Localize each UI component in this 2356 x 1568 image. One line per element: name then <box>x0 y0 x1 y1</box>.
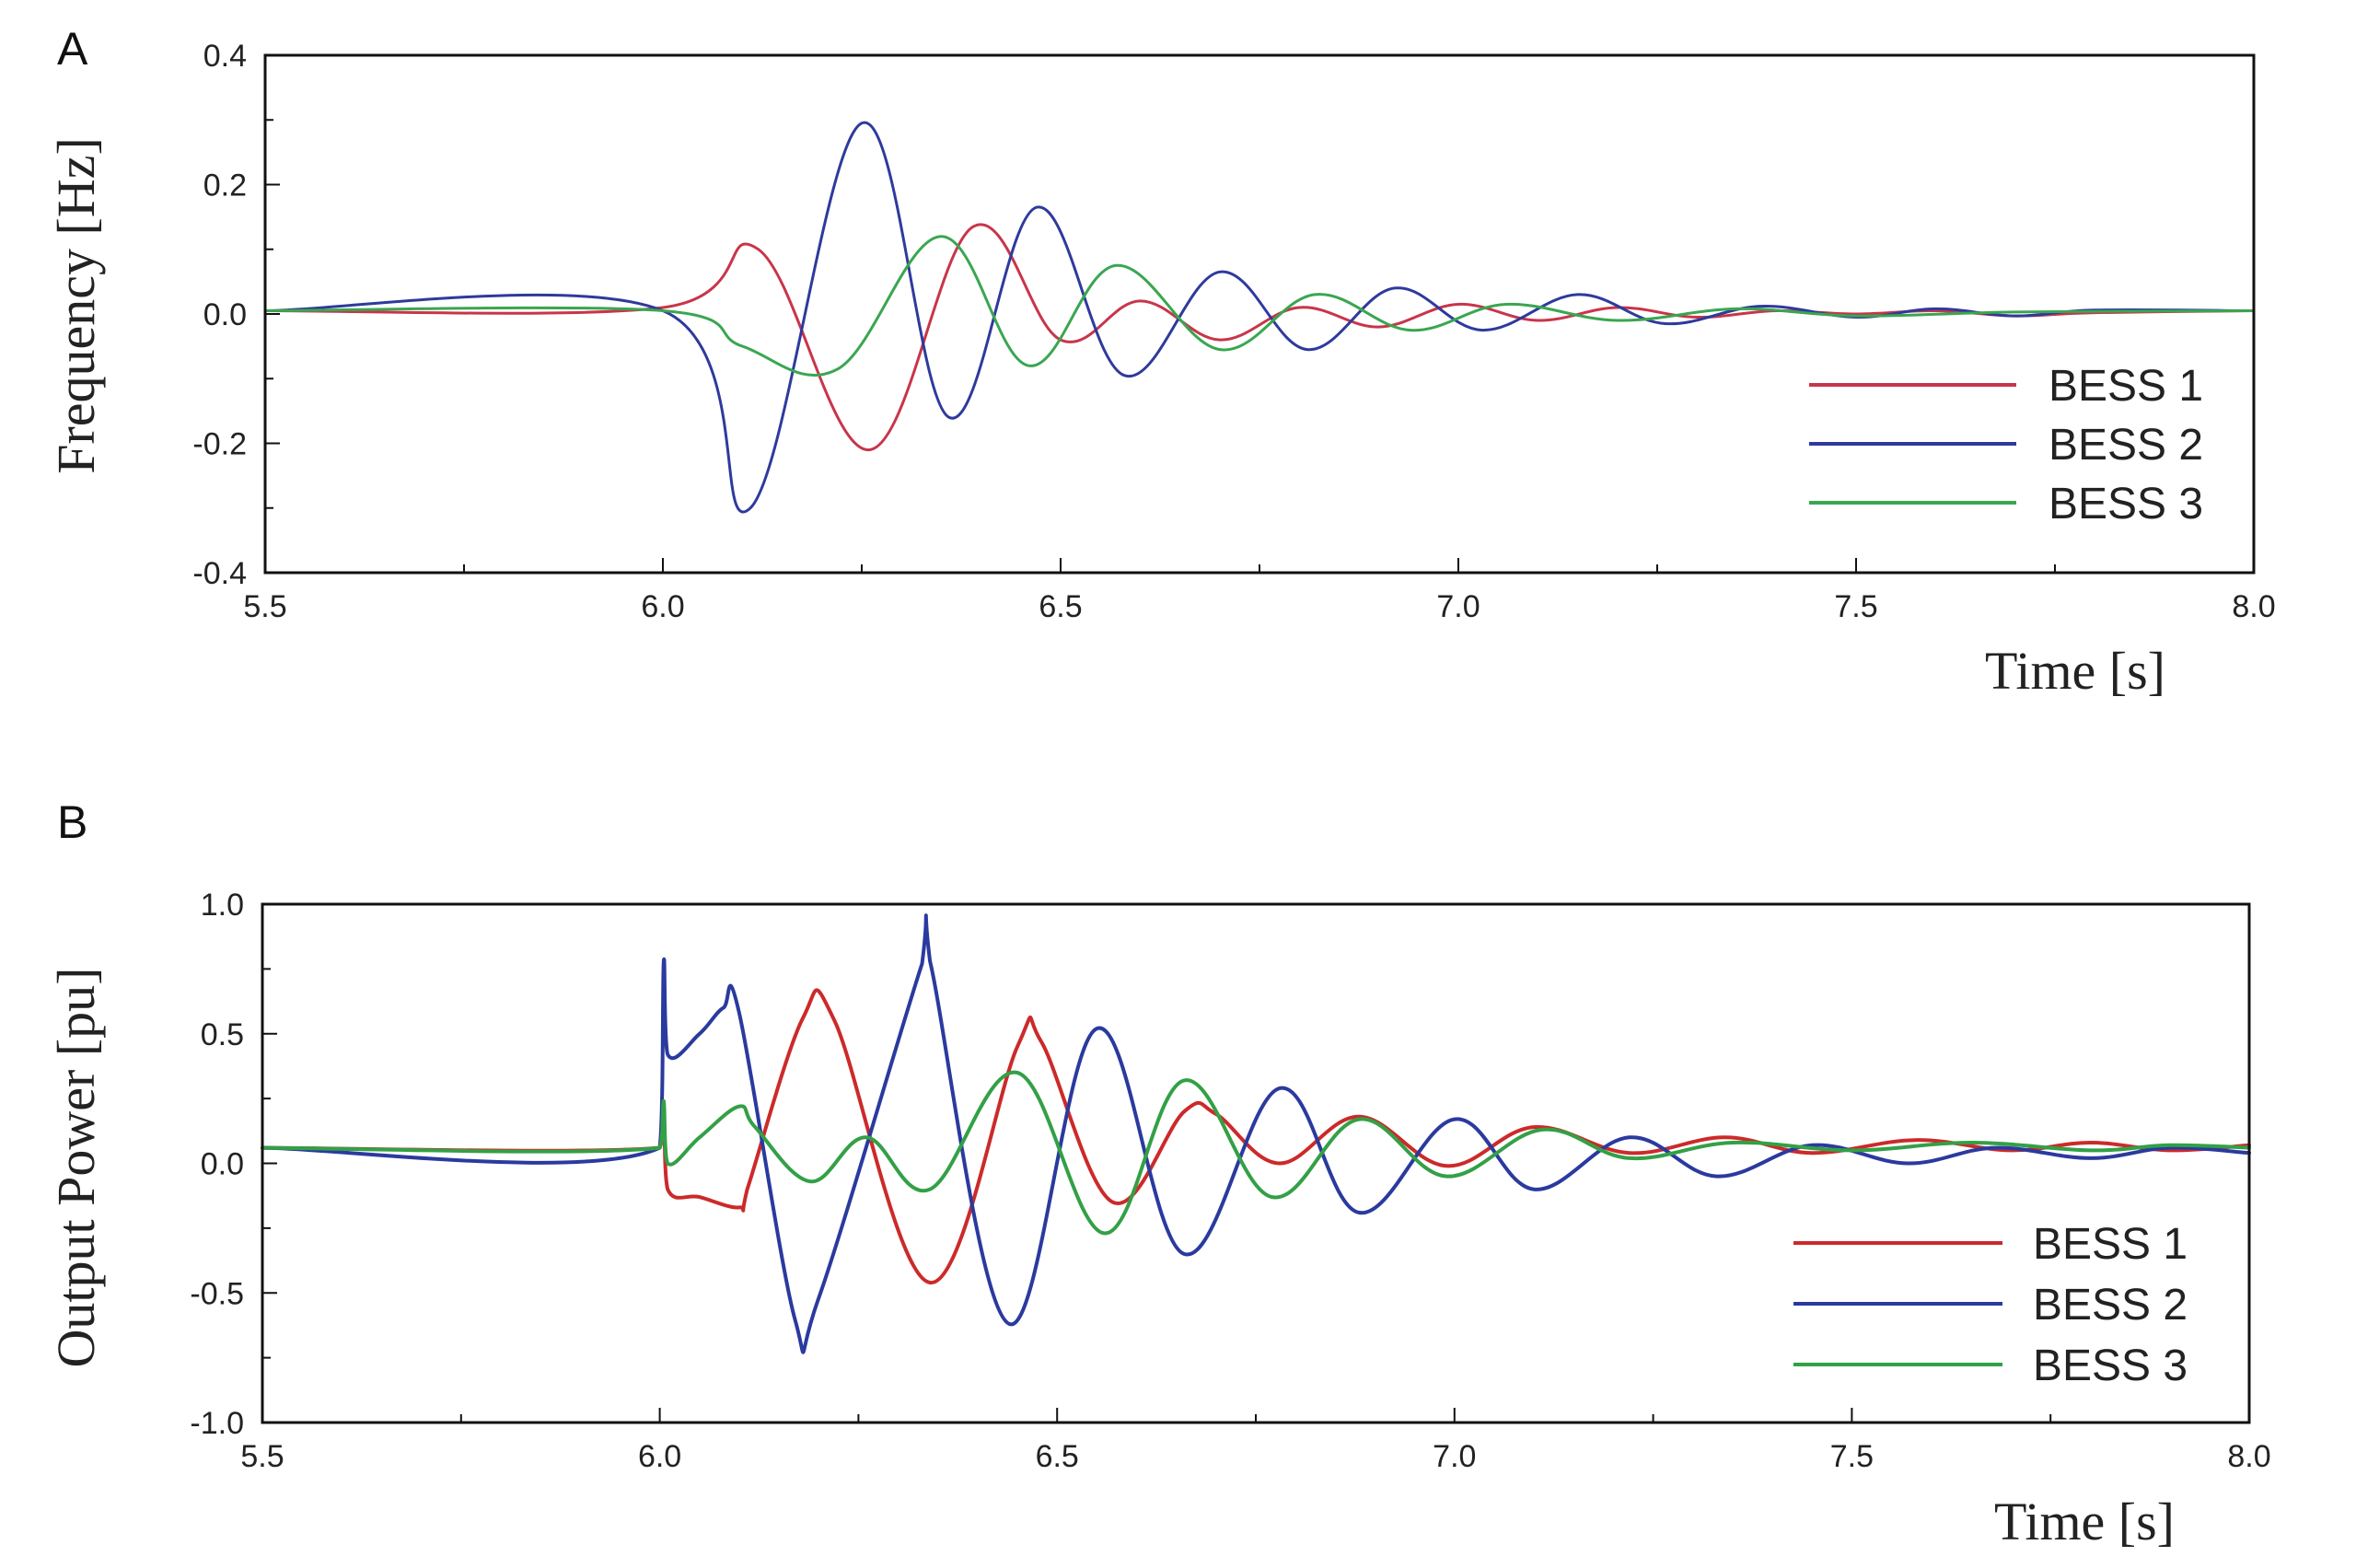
series-line-bess-3 <box>261 1070 2251 1236</box>
x-tick-label: 7.5 <box>1834 589 1877 624</box>
panel-a-letter: A <box>57 23 88 75</box>
panel-a-legend: BESS 1 BESS 2 BESS 3 <box>1809 362 2203 528</box>
panel-a-series <box>263 122 2256 514</box>
y-tick-label: 0.4 <box>203 39 247 74</box>
series-line-bess-3 <box>263 235 2256 377</box>
x-tick-label: 6.5 <box>1036 1439 1079 1474</box>
legend-label: BESS 1 <box>2033 1220 2188 1269</box>
y-tick-label: 0.0 <box>203 297 247 332</box>
panel-a-plot-frame <box>263 53 2256 575</box>
x-tick-label: 6.0 <box>641 589 684 624</box>
panel-b: B -1.0 -0.5 0.0 0.5 1.0 5.5 6.0 6.5 7.0 7.5 8.0 O… <box>46 796 2271 1551</box>
panel-b-x-ticks: 5.5 6.0 6.5 7.0 7.5 8.0 <box>240 1408 2271 1474</box>
panel-b-plot-frame <box>261 902 2251 1424</box>
x-tick-label: 8.0 <box>2227 1439 2270 1474</box>
y-tick-label: 0.5 <box>201 1017 244 1052</box>
panel-b-series <box>261 913 2251 1354</box>
panel-a: A -0.4 -0.2 0.0 0.2 0.4 5.5 6.0 6.5 7.0 7.5 8.0 F… <box>46 23 2276 701</box>
y-tick-label: -0.2 <box>192 427 247 462</box>
series-line-bess-1 <box>261 988 2251 1284</box>
x-tick-label: 8.0 <box>2232 589 2275 624</box>
panel-a-y-axis-title: Frequency [Hz] <box>46 137 106 474</box>
x-tick-label: 5.5 <box>240 1439 284 1474</box>
y-tick-label: 1.0 <box>201 888 244 923</box>
legend-label: BESS 2 <box>2048 421 2203 470</box>
panel-b-letter: B <box>57 796 87 848</box>
legend-label: BESS 3 <box>2048 480 2203 528</box>
panel-b-y-axis-title: Output Power [pu] <box>46 968 106 1368</box>
series-line-bess-2 <box>261 913 2251 1354</box>
y-tick-label: -0.5 <box>190 1276 244 1311</box>
legend-label: BESS 1 <box>2048 362 2203 411</box>
x-tick-label: 7.0 <box>1433 1439 1476 1474</box>
panel-b-y-ticks: -1.0 -0.5 0.0 0.5 1.0 <box>190 888 277 1441</box>
panel-b-x-axis-title: Time [s] <box>1994 1492 2175 1551</box>
y-tick-label: -1.0 <box>190 1406 244 1441</box>
legend-label: BESS 2 <box>2033 1281 2188 1330</box>
x-tick-label: 6.0 <box>638 1439 681 1474</box>
panel-a-x-axis-title: Time [s] <box>1985 641 2165 701</box>
legend-label: BESS 3 <box>2033 1342 2188 1390</box>
x-tick-label: 5.5 <box>243 589 286 624</box>
y-tick-label: 0.0 <box>201 1147 244 1182</box>
y-tick-label: -0.4 <box>192 556 247 591</box>
panel-a-x-ticks: 5.5 6.0 6.5 7.0 7.5 8.0 <box>243 558 2276 624</box>
y-tick-label: 0.2 <box>203 168 247 203</box>
x-tick-label: 7.0 <box>1436 589 1480 624</box>
panel-a-y-ticks: -0.4 -0.2 0.0 0.2 0.4 <box>192 39 280 591</box>
panel-b-legend: BESS 1 BESS 2 BESS 3 <box>1793 1220 2188 1390</box>
x-tick-label: 6.5 <box>1039 589 1082 624</box>
x-tick-label: 7.5 <box>1830 1439 1874 1474</box>
